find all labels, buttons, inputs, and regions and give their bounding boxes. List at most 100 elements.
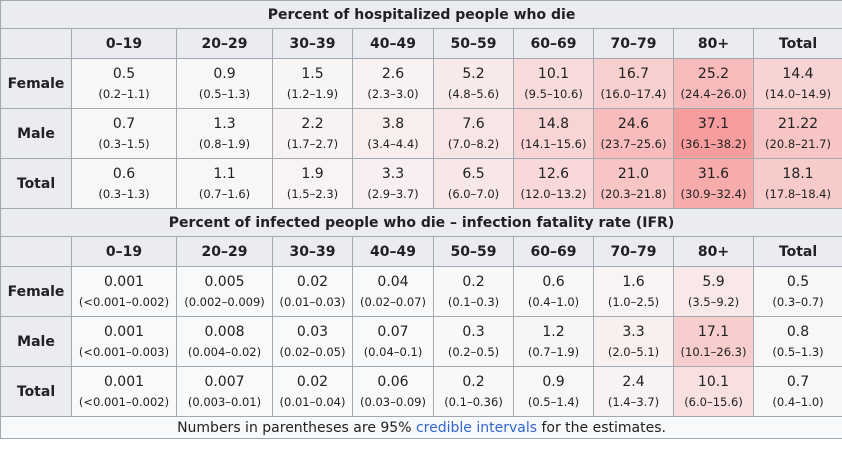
table-row: Female 0.5 (0.2–1.1) 0.9 (0.5–1.3) 1.5 (1.2–1.…: [0, 58, 842, 109]
cell-value: 0.008: [204, 323, 245, 340]
cell-value: 2.6: [381, 65, 405, 82]
section-title: Percent of infected people who die – inf…: [0, 208, 842, 237]
data-cell: 0.3 (0.2–0.5): [433, 316, 514, 367]
credible-interval: (0.5–1.4): [527, 394, 580, 409]
column-header-row: 0–19 20–29 30–39 40–49 50–59 60–69 70–79 80+ Tot…: [0, 28, 842, 59]
credible-interval: (0.004–0.02): [187, 344, 262, 359]
data-cell: 18.1 (17.8–18.4): [752, 158, 842, 209]
column-header: 60–69: [513, 28, 594, 59]
data-cell: 0.6 (0.4–1.0): [513, 266, 594, 317]
cell-value: 1.2: [542, 323, 565, 340]
credible-interval: (12.0–13.2): [520, 186, 587, 201]
cell-value: 1.1: [213, 165, 236, 182]
cell-value: 7.6: [462, 115, 485, 132]
credible-interval: (0.5–1.3): [772, 344, 824, 359]
credible-interval: (0.002–0.009): [184, 294, 265, 309]
data-cell: 0.07 (0.04–0.1): [352, 316, 434, 367]
data-cell: 5.2 (4.8–5.6): [433, 58, 514, 109]
section-title: Percent of hospitalized people who die: [0, 0, 842, 29]
data-cell: 0.2 (0.1–0.36): [433, 366, 514, 417]
table-body: Percent of hospitalized people who die 0–…: [0, 0, 842, 439]
credible-interval: (0.8–1.9): [198, 136, 251, 151]
credible-intervals-link[interactable]: credible intervals: [415, 419, 538, 436]
data-cell: 10.1 (6.0–15.6): [673, 366, 754, 417]
cell-value: 1.3: [213, 115, 236, 132]
credible-interval: (2.3–3.0): [367, 86, 419, 101]
cell-value: 6.5: [462, 165, 485, 182]
footnote-suffix: for the estimates.: [537, 419, 666, 436]
credible-interval: (9.5–10.6): [524, 86, 583, 101]
credible-interval: (23.7–25.6): [600, 136, 667, 151]
data-cell: 14.8 (14.1–15.6): [513, 108, 594, 159]
cell-value: 0.001: [103, 273, 145, 290]
cell-value: 0.07: [377, 323, 409, 340]
cell-value: 1.6: [622, 273, 645, 290]
data-cell: 1.1 (0.7–1.6): [176, 158, 273, 209]
footnote-prefix: Numbers in parentheses are 95%: [177, 419, 416, 436]
cell-value: 3.3: [381, 165, 405, 182]
row-header: Female: [0, 58, 72, 109]
data-cell: 10.1 (9.5–10.6): [513, 58, 594, 109]
credible-interval: (20.8–21.7): [765, 136, 831, 151]
credible-interval: (2.0–5.1): [607, 344, 660, 359]
cell-value: 0.3: [462, 323, 485, 340]
data-cell: 0.2 (0.1–0.3): [433, 266, 514, 317]
credible-interval: (24.4–26.0): [680, 86, 747, 101]
data-cell: 1.9 (1.5–2.3): [272, 158, 353, 209]
data-cell: 2.2 (1.7–2.7): [272, 108, 353, 159]
cell-value: 0.04: [377, 273, 409, 290]
cell-value: 5.2: [462, 65, 485, 82]
cell-value: 0.6: [112, 165, 136, 182]
data-cell: 3.3 (2.0–5.1): [593, 316, 674, 367]
cell-value: 10.1: [697, 373, 730, 390]
credible-interval: (0.01–0.03): [279, 294, 346, 309]
data-cell: 16.7 (16.0–17.4): [593, 58, 674, 109]
data-cell: 25.2 (24.4–26.0): [673, 58, 754, 109]
data-cell: 0.005 (0.002–0.009): [176, 266, 273, 317]
column-header: 0–19: [71, 236, 177, 267]
column-header: 80+: [673, 28, 754, 59]
data-cell: 3.8 (3.4–4.4): [352, 108, 434, 159]
cell-value: 0.8: [786, 323, 810, 340]
data-cell: 37.1 (36.1–38.2): [673, 108, 754, 159]
column-header: 60–69: [513, 236, 594, 267]
cell-value: 18.1: [782, 165, 814, 182]
cell-value: 0.2: [462, 273, 485, 290]
data-cell: 5.9 (3.5–9.2): [673, 266, 754, 317]
cell-value: 0.7: [786, 373, 810, 390]
cell-value: 0.7: [112, 115, 136, 132]
credible-interval: (14.1–15.6): [520, 136, 587, 151]
data-cell: 0.008 (0.004–0.02): [176, 316, 273, 367]
credible-interval: (10.1–26.3): [680, 344, 747, 359]
credible-interval: (3.5–9.2): [687, 294, 740, 309]
data-cell: 2.6 (2.3–3.0): [352, 58, 434, 109]
data-cell: 0.001 (<0.001–0.003): [71, 316, 177, 367]
cell-value: 3.8: [381, 115, 405, 132]
column-header: 50–59: [433, 28, 514, 59]
credible-interval: (0.1–0.3): [447, 294, 500, 309]
cell-value: 0.2: [462, 373, 485, 390]
cell-value: 1.5: [301, 65, 324, 82]
cell-value: 12.6: [537, 165, 570, 182]
cell-value: 2.4: [622, 373, 645, 390]
cell-value: 0.005: [204, 273, 245, 290]
column-header: 30–39: [272, 28, 353, 59]
column-header: 70–79: [593, 236, 674, 267]
data-cell: 0.02 (0.01–0.03): [272, 266, 353, 317]
fatality-rate-table: Percent of hospitalized people who die 0–…: [0, 0, 842, 439]
credible-interval: (0.4–1.0): [527, 294, 580, 309]
cell-value: 0.9: [542, 373, 565, 390]
data-cell: 0.7 (0.3–1.5): [71, 108, 177, 159]
cell-value: 0.001: [103, 323, 145, 340]
cell-value: 14.4: [782, 65, 814, 82]
cell-value: 0.6: [542, 273, 565, 290]
data-cell: 0.001 (<0.001–0.002): [71, 366, 177, 417]
cell-value: 2.2: [301, 115, 324, 132]
table-row: Total 0.001 (<0.001–0.002) 0.007 (0.003–0.01…: [0, 366, 842, 417]
column-header: 70–79: [593, 28, 674, 59]
credible-interval: (0.1–0.36): [444, 394, 503, 409]
credible-interval: (0.02–0.05): [279, 344, 346, 359]
cell-value: 16.7: [617, 65, 650, 82]
row-header: Male: [0, 108, 72, 159]
cell-value: 0.03: [296, 323, 329, 340]
